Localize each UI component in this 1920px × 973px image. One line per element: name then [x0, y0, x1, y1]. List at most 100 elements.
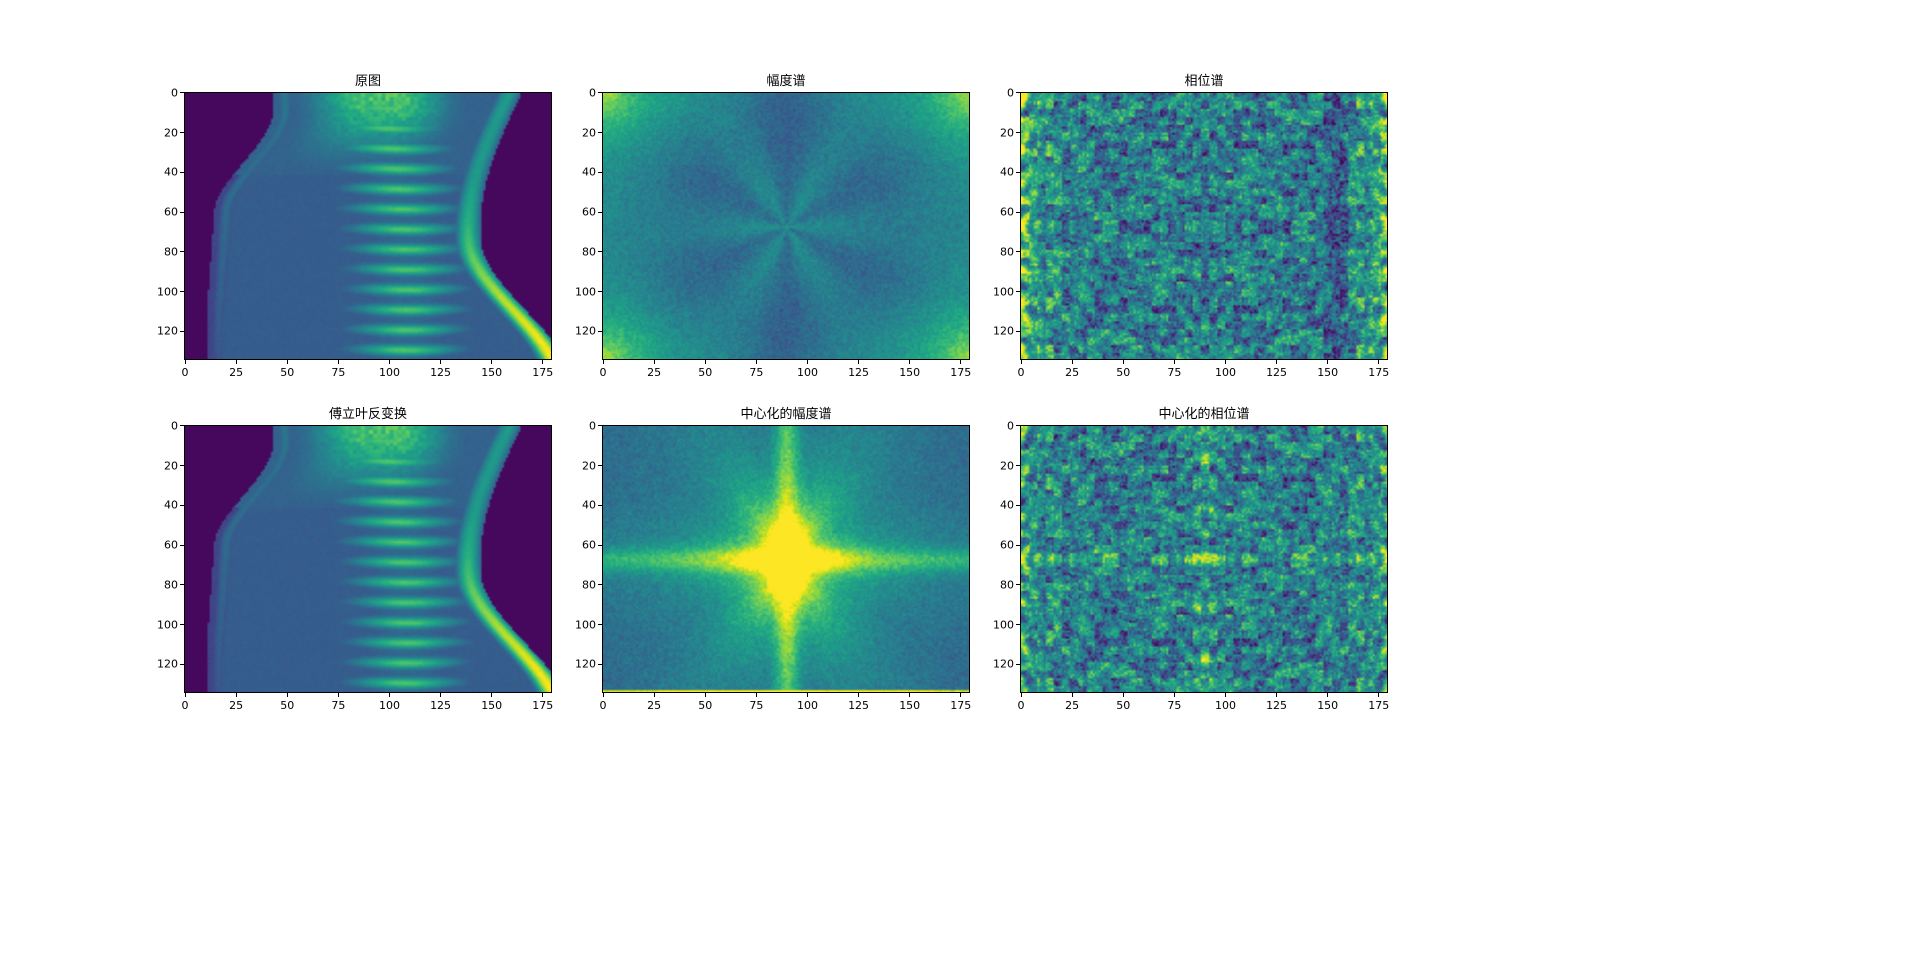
x-tick-label: 100 [379, 366, 400, 379]
y-tick-label: 20 [582, 459, 596, 472]
subplot-title: 中心化的幅度谱 [602, 403, 970, 422]
y-tick-label: 20 [164, 126, 178, 139]
y-tickmark [1016, 425, 1020, 426]
x-tick-label: 75 [331, 699, 345, 712]
x-tick-label: 175 [1368, 366, 1389, 379]
y-tickmark [598, 584, 602, 585]
x-tickmark [858, 693, 859, 697]
y-tickmark [180, 172, 184, 173]
y-tick-label: 80 [164, 578, 178, 591]
x-tickmark [1225, 693, 1226, 697]
x-tick-label: 0 [600, 699, 607, 712]
y-tick-label: 0 [171, 86, 178, 99]
x-tickmark [1123, 360, 1124, 364]
y-tickmark [180, 331, 184, 332]
y-tickmark [1016, 664, 1020, 665]
y-tickmark [1016, 505, 1020, 506]
x-tick-label: 50 [280, 366, 294, 379]
x-tickmark [491, 360, 492, 364]
y-tick-label: 0 [171, 419, 178, 432]
x-tickmark [1174, 360, 1175, 364]
y-tickmark [1016, 624, 1020, 625]
subplot-ifft: 傅立叶反变换 025507510012515017502040608010012… [184, 425, 552, 693]
subplot-title: 原图 [184, 70, 552, 89]
y-tick-label: 100 [993, 618, 1014, 631]
x-tickmark [909, 360, 910, 364]
x-tickmark [1225, 360, 1226, 364]
x-tickmark [236, 693, 237, 697]
x-tick-label: 175 [532, 699, 553, 712]
x-tick-label: 25 [1065, 366, 1079, 379]
x-tickmark [1021, 360, 1022, 364]
x-tick-label: 25 [647, 699, 661, 712]
x-tickmark [440, 693, 441, 697]
x-tickmark [807, 360, 808, 364]
x-tick-label: 125 [848, 366, 869, 379]
plot-area [602, 425, 970, 693]
y-tick-label: 60 [582, 539, 596, 552]
x-tick-label: 175 [950, 366, 971, 379]
y-tick-label: 40 [1000, 166, 1014, 179]
heatmap-canvas [603, 93, 970, 360]
y-tick-label: 60 [1000, 539, 1014, 552]
x-tickmark [1072, 693, 1073, 697]
x-tick-label: 0 [182, 366, 189, 379]
subplot-title: 幅度谱 [602, 70, 970, 89]
subplot-title: 中心化的相位谱 [1020, 403, 1388, 422]
y-tickmark [598, 92, 602, 93]
x-tick-label: 125 [848, 699, 869, 712]
x-tick-label: 75 [1167, 699, 1181, 712]
y-tickmark [180, 132, 184, 133]
y-tick-label: 60 [582, 206, 596, 219]
y-tick-label: 40 [164, 499, 178, 512]
y-tickmark [1016, 291, 1020, 292]
y-tickmark [180, 545, 184, 546]
y-tick-label: 0 [1007, 419, 1014, 432]
x-tick-label: 150 [481, 366, 502, 379]
y-tickmark [180, 465, 184, 466]
plot-area [602, 92, 970, 360]
y-tickmark [598, 172, 602, 173]
y-tickmark [1016, 92, 1020, 93]
x-tick-label: 150 [899, 366, 920, 379]
y-tickmark [180, 505, 184, 506]
x-tickmark [287, 693, 288, 697]
y-tickmark [598, 291, 602, 292]
x-tickmark [491, 693, 492, 697]
plot-area [184, 92, 552, 360]
x-tickmark [338, 693, 339, 697]
y-tickmark [1016, 465, 1020, 466]
subplot-title: 相位谱 [1020, 70, 1388, 89]
x-tick-label: 100 [797, 699, 818, 712]
y-tick-label: 40 [164, 166, 178, 179]
y-tick-label: 40 [582, 499, 596, 512]
x-tick-label: 150 [481, 699, 502, 712]
x-tick-label: 25 [229, 366, 243, 379]
figure: 原图 0255075100125150175020406080100120 幅度… [0, 0, 1920, 973]
y-tick-label: 80 [164, 245, 178, 258]
y-tick-label: 40 [582, 166, 596, 179]
x-tickmark [705, 360, 706, 364]
x-tick-label: 175 [950, 699, 971, 712]
x-tickmark [756, 360, 757, 364]
x-tickmark [185, 693, 186, 697]
x-tick-label: 0 [1018, 699, 1025, 712]
x-tickmark [960, 360, 961, 364]
x-tick-label: 100 [1215, 366, 1236, 379]
heatmap-canvas [1021, 93, 1388, 360]
x-tickmark [654, 360, 655, 364]
y-tick-label: 100 [157, 285, 178, 298]
x-tickmark [440, 360, 441, 364]
x-tickmark [542, 360, 543, 364]
x-tickmark [287, 360, 288, 364]
x-tick-label: 0 [1018, 366, 1025, 379]
y-tickmark [598, 331, 602, 332]
subplot-title: 傅立叶反变换 [184, 403, 552, 422]
x-tick-label: 100 [797, 366, 818, 379]
x-tickmark [1021, 693, 1022, 697]
x-tick-label: 25 [229, 699, 243, 712]
y-tickmark [1016, 132, 1020, 133]
y-tick-label: 0 [1007, 86, 1014, 99]
y-tick-label: 40 [1000, 499, 1014, 512]
x-tick-label: 175 [1368, 699, 1389, 712]
